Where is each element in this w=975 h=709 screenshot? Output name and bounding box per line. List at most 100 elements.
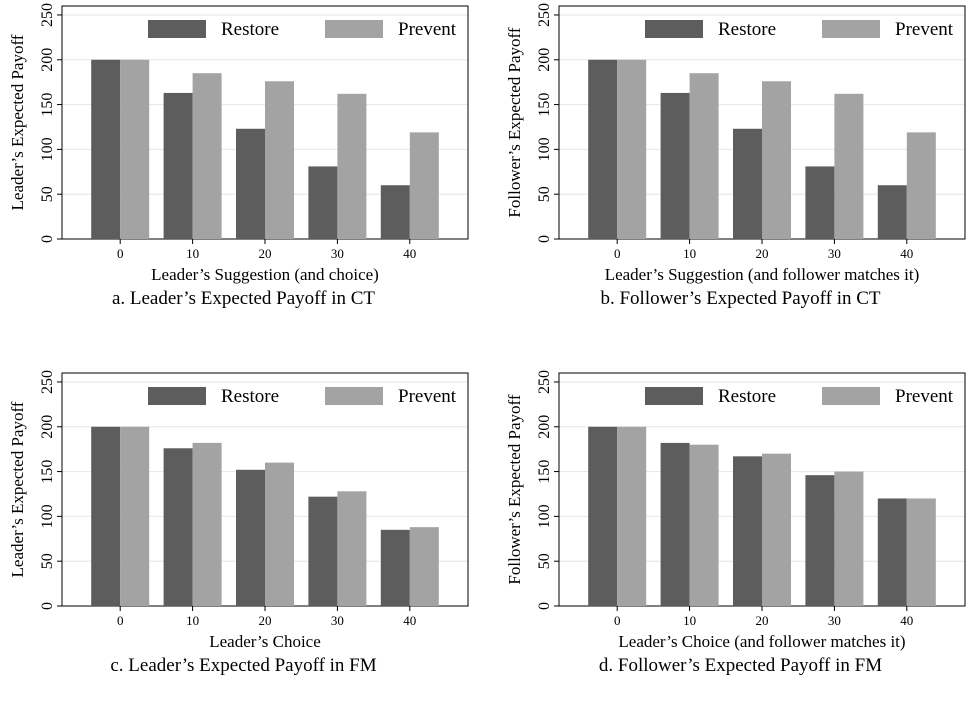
y-tick-label: 50 [536,186,553,202]
chart-c: 0 50 100 150 200 250 Leader’s Expected Payoff 0… [8,370,469,651]
legend-swatch-prevent [822,20,880,38]
bar-prevent [265,462,294,606]
x-tick-label: 20 [756,613,769,628]
x-tick-label: 30 [331,246,344,261]
bar-prevent [337,93,367,239]
y-axis-label: Follower’s Expected Payoff [505,27,524,217]
x-axis-label: Leader’s Suggestion (and follower matche… [605,265,920,284]
bar-prevent [337,491,367,606]
bar-prevent [762,81,791,240]
y-tick-label: 150 [39,93,56,117]
x-tick-label: 30 [331,613,344,628]
bar-prevent [689,444,719,606]
x-axis-label: Leader’s Choice [209,632,321,651]
y-tick-label: 50 [39,186,56,202]
y-axis-label: Follower’s Expected Payoff [505,394,524,584]
bar-restore [163,92,193,239]
y-tick-label: 0 [536,235,553,243]
legend: Restore Prevent [148,19,457,40]
chart-caption: b. Follower’s Expected Payoff in CT [600,288,881,309]
chart-caption: c. Leader’s Expected Payoff in FM [110,655,377,676]
bar-restore [733,456,762,606]
x-tick-label: 10 [186,246,199,261]
x-tick-label: 10 [683,613,696,628]
bar-restore [380,185,410,239]
bar-restore [805,166,835,239]
y-tick-label: 50 [39,553,56,569]
x-tick-label: 20 [259,246,272,261]
x-tick-label: 30 [828,246,841,261]
bar-restore [236,469,265,606]
x-tick-label: 20 [756,246,769,261]
y-tick-label: 250 [39,370,56,394]
bar-prevent [120,426,150,606]
x-tick-label: 0 [117,246,124,261]
chart-panel-d: 0 50 100 150 200 250 Follower’s Expected Payof… [497,367,975,709]
x-tick-label: 40 [900,613,913,628]
chart-caption: a. Leader’s Expected Payoff in CT [111,288,376,309]
bar-prevent [409,132,439,239]
bar-restore [660,92,690,239]
legend-label-restore: Restore [221,386,279,407]
x-axis-label: Leader’s Suggestion (and choice) [151,265,379,284]
chart-caption: d. Follower’s Expected Payoff in FM [598,655,883,676]
legend-swatch-restore [645,20,703,38]
y-tick-label: 0 [39,602,56,610]
y-tick-label: 150 [536,93,553,117]
bar-prevent [906,132,936,239]
y-tick-label: 200 [39,415,56,439]
bar-restore [660,442,690,606]
y-tick-label: 100 [39,137,56,161]
legend: Restore Prevent [148,386,457,407]
y-tick-label: 100 [536,137,553,161]
bar-prevent [192,442,222,606]
legend-swatch-prevent [325,20,383,38]
bar-prevent [906,498,936,606]
bar-prevent [689,73,719,239]
legend-swatch-prevent [325,387,383,405]
bar-prevent [834,471,864,606]
legend-label-prevent: Prevent [895,386,954,407]
x-tick-label: 20 [259,613,272,628]
legend-label-prevent: Prevent [398,386,457,407]
bar-restore [733,128,762,239]
legend-label-restore: Restore [718,19,776,40]
y-tick-label: 0 [536,602,553,610]
x-tick-label: 40 [403,613,416,628]
bar-restore [163,448,193,606]
bar-prevent [762,453,791,606]
bar-restore [877,185,907,239]
bar-restore [380,529,410,606]
y-tick-label: 100 [39,504,56,528]
y-axis-label: Leader’s Expected Payoff [8,34,27,210]
bar-restore [877,498,907,606]
chart-a: 0 50 100 150 200 250 Leader’s Expected Payoff 0… [8,3,469,284]
legend-swatch-restore [148,20,206,38]
chart-panel-b: 0 50 100 150 200 250 Follower’s Expected Payof… [497,0,975,342]
x-tick-label: 0 [117,613,124,628]
y-tick-label: 200 [39,48,56,72]
x-tick-label: 40 [900,246,913,261]
y-tick-label: 250 [536,3,553,27]
legend-label-prevent: Prevent [398,19,457,40]
chart-panel-c: 0 50 100 150 200 250 Leader’s Expected Payoff 0… [0,367,487,709]
y-tick-label: 200 [536,415,553,439]
y-axis-label: Leader’s Expected Payoff [8,401,27,577]
bar-restore [91,59,121,240]
legend-swatch-restore [645,387,703,405]
bar-restore [588,426,618,606]
legend: Restore Prevent [645,19,954,40]
chart-panel-a: 0 50 100 150 200 250 Leader’s Expected Payoff 0… [0,0,487,342]
bar-prevent [265,81,294,240]
legend-label-restore: Restore [221,19,279,40]
x-axis-label: Leader’s Choice (and follower matches it… [618,632,905,651]
bar-restore [308,496,338,606]
y-tick-label: 150 [39,460,56,484]
x-tick-label: 30 [828,613,841,628]
x-tick-label: 10 [683,246,696,261]
bar-restore [805,475,835,606]
bar-prevent [617,59,647,240]
legend-swatch-restore [148,387,206,405]
legend-label-prevent: Prevent [895,19,954,40]
